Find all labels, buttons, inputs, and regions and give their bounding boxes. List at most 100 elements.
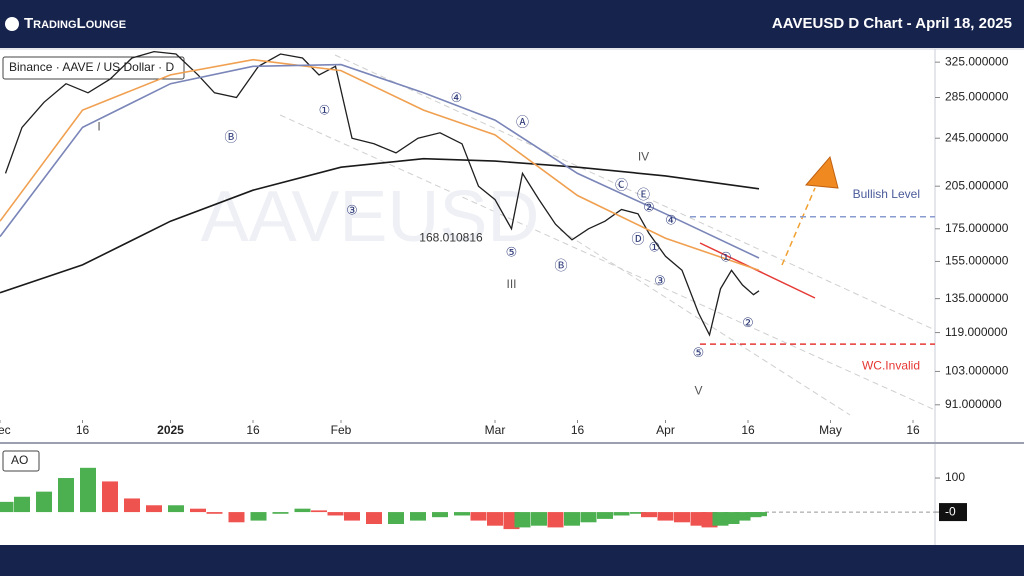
price-line [0,157,760,294]
y-tick-label: 119.000000 [945,325,1008,339]
annotation: 168.010816 [419,230,483,244]
ao-bar [641,512,657,518]
x-axis: Dec 16 2025 16 Feb Mar 16 Apr 16 May 16 [0,420,920,437]
watermark: AAVEUSD [201,177,540,257]
ao-bar [547,512,564,528]
y-tick-label: 325.000000 [945,54,1009,68]
ao-bar [723,512,740,524]
legend-box [2,56,185,80]
ao-bar [250,512,267,521]
ao-bar [36,491,52,513]
logo-icon [5,17,19,31]
annotation: ⑤ [506,245,518,260]
annotation: Ⓑ [224,131,237,146]
annotation: ③ [346,203,358,218]
annotation: ② [643,201,655,216]
ao-bar [366,512,382,524]
annotation: ② [742,316,754,331]
ao-legend: AO [11,453,28,467]
ao-bar [432,512,448,518]
annotation: ① [319,104,331,119]
ao-bar [597,512,613,519]
x-tick-label: 2025 [157,423,184,437]
ao-bar [580,512,597,523]
y-tick-label: 205.000000 [945,178,1009,192]
annotation: ③ [654,274,666,289]
ao-bar [327,512,344,516]
ao-bar [168,505,184,513]
annotation: Ⓔ [637,188,650,203]
y-tick-label: 100 [945,470,965,484]
x-tick-label: 16 [741,423,755,437]
annotation: IV [638,150,649,164]
annotation: Ⓓ [631,232,644,247]
y-tick-label: 245.000000 [945,130,1009,144]
logo: TradingLounge [24,15,126,32]
annotation: III [506,277,516,291]
ao-bar [657,512,674,521]
x-tick-label: 16 [246,423,260,437]
ao-bar [751,512,767,517]
x-tick-label: May [819,423,842,437]
ao-bar [674,512,690,523]
ao-bar [311,510,327,513]
channel-line [334,54,936,331]
x-tick-label: 16 [571,423,585,437]
ao-bar [272,512,289,514]
annotation: ④ [665,214,677,229]
level-label: Bullish Level [853,187,920,201]
ao-bar [344,512,360,521]
annotation: Ⓐ [516,116,529,131]
y-tick-label: 135.000000 [945,291,1009,305]
ao-bar [564,512,580,526]
price-pane: AAVEUSDIⒷ①③④Ⓐ168.010816⑤IIIⒷIVⒸⒺ②④Ⓓ①③⑤V①… [0,50,935,398]
price-line [0,58,760,272]
y-tick-label: 285.000000 [945,90,1009,104]
ao-bar [630,512,646,514]
x-tick-label: Feb [331,423,352,437]
ao-bar [531,512,547,526]
y-tick-label: 175.000000 [945,221,1009,235]
y-tick-label: 155.000000 [945,254,1009,268]
annotation: Ⓒ [615,179,628,194]
annotation: ④ [451,91,463,106]
header-bar [0,0,1024,48]
y-tick-label: -0 [945,504,956,518]
y-tick-label: 103.000000 [945,364,1009,378]
footer-bar [0,545,1024,576]
ao-bar [388,512,404,524]
projection-arrowhead [804,155,839,189]
x-tick-label: 16 [76,423,90,437]
ao-bar [124,498,140,513]
price-line [0,63,760,259]
y-tick-label: 91.000000 [945,397,1002,411]
header-title: AAVEUSD D Chart - April 18, 2025 [772,15,1012,32]
ao-bar [0,501,14,513]
ao-bar [470,512,487,521]
x-tick-label: Mar [485,423,506,437]
ao-bar [102,481,118,513]
annotation: Ⓑ [554,259,567,274]
value-badge [939,503,967,522]
annotation: ① [649,240,661,255]
ao-legend-box [2,450,40,472]
x-tick-label: Apr [656,423,675,437]
level-label: WC.Invalid [862,358,920,372]
projection-arrow [781,187,816,266]
channel-line [559,229,851,416]
ao-bar [190,508,206,513]
ao-bar [80,467,96,513]
annotation: I [97,120,100,134]
ao-bar [613,512,630,516]
ao-bar [146,505,162,513]
annotation: ⑤ [693,346,705,361]
annotation: V [694,384,702,398]
annotation: ① [720,250,732,265]
ao-bar [410,512,426,521]
ao-bar [228,512,245,523]
ao-bar [487,512,503,526]
ao-bar [454,512,470,516]
ao-bar [734,512,751,521]
